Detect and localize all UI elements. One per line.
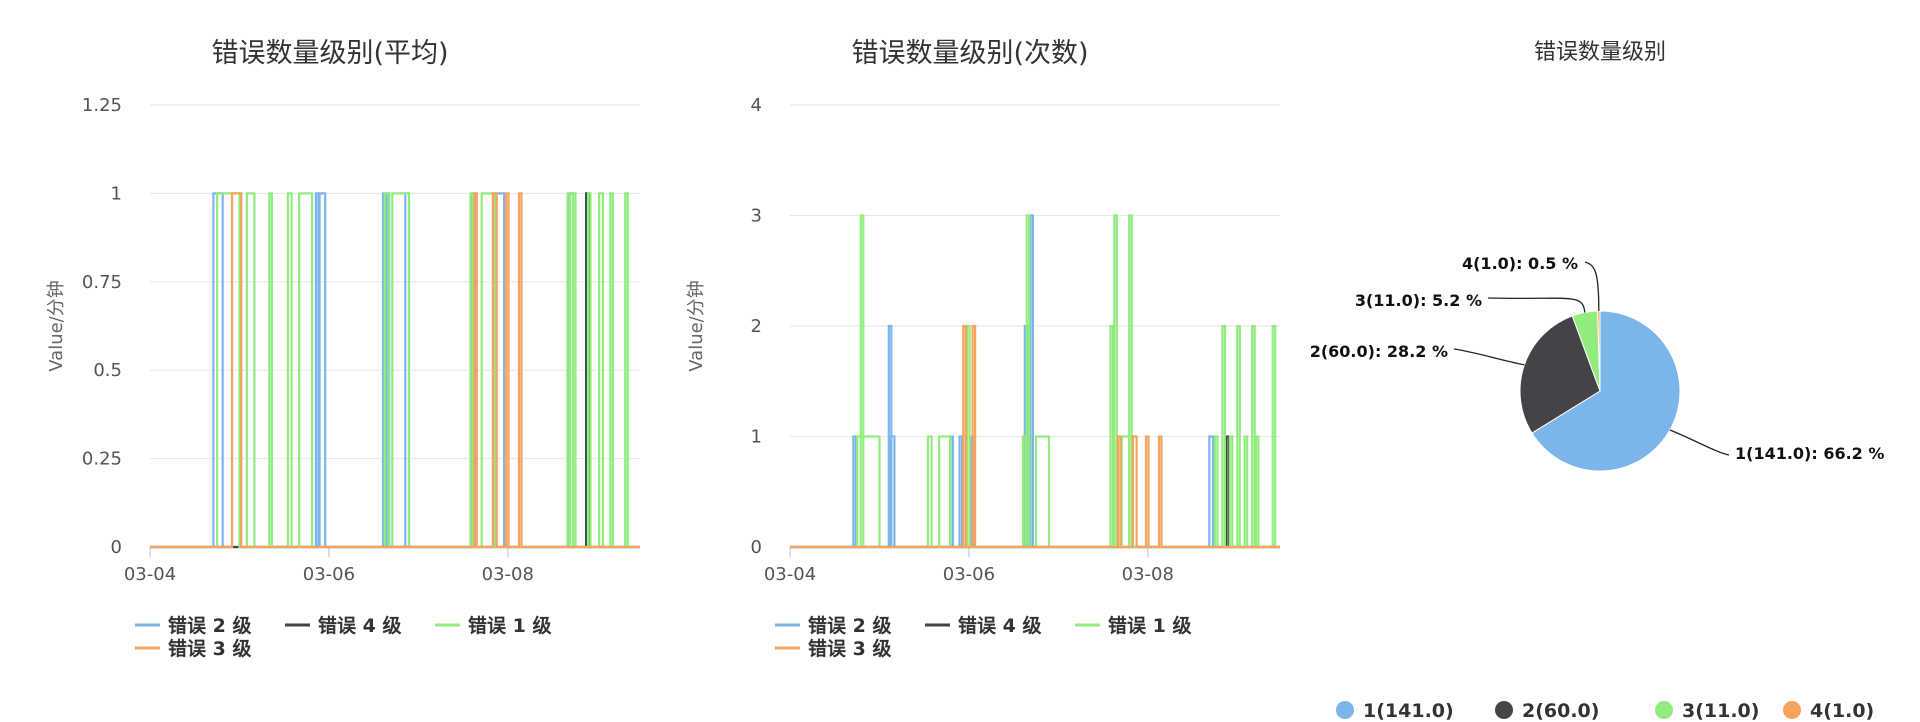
pie-slice-1[interactable] <box>1531 310 1681 472</box>
pie-legend-item-3[interactable]: 3(11.0) <box>1655 700 1759 722</box>
series-line-level3 <box>150 192 640 549</box>
y-tick-label: 0 <box>751 537 762 558</box>
legend-label: 错误 4 级 <box>318 614 401 637</box>
avg-chart-panel: 错误数量级别(平均) 0 0.25 0.5 0.75 1 1.25 Value/分钟 03-04… <box>0 0 640 722</box>
pie-legend-item-1[interactable]: 1(141.0) <box>1336 700 1454 722</box>
series-line-level1 <box>790 214 1280 549</box>
legend-item-level1[interactable]: 错误 1 级 <box>435 614 551 637</box>
y-tick-label: 1 <box>751 427 762 448</box>
series-line-level2 <box>790 214 1280 549</box>
y-axis-label: Value/分钟 <box>46 280 67 372</box>
legend-label: 4(1.0) <box>1810 700 1874 722</box>
x-tick-label: 03-06 <box>943 564 995 585</box>
pie-connector-line <box>1453 348 1525 366</box>
y-tick-label: 3 <box>751 206 762 227</box>
legend-item-level1[interactable]: 错误 1 级 <box>1075 614 1191 637</box>
legend-label: 错误 1 级 <box>468 614 551 637</box>
y-tick-label: 2 <box>751 316 762 337</box>
x-tick-label: 03-06 <box>303 564 355 585</box>
count-chart-panel: 错误数量级别(次数) 0 1 2 3 4 Value/分钟 03-04 03-06 03-08 错误… <box>640 0 1280 722</box>
legend-label: 错误 4 级 <box>958 614 1041 637</box>
series-avg-level1 <box>150 192 640 549</box>
pie-legend-item-4[interactable]: 4(1.0) <box>1783 700 1874 722</box>
pie-data-label-3: 3(11.0): 5.2 % <box>1355 291 1482 310</box>
avg-chart-svg: 错误数量级别(平均) 0 0.25 0.5 0.75 1 1.25 Value/分钟 03-04… <box>46 38 640 660</box>
y-tick-label: 1.25 <box>82 95 122 116</box>
legend-item-level4[interactable]: 错误 4 级 <box>285 614 401 637</box>
x-tick-label: 03-08 <box>1122 564 1174 585</box>
legend-item-level2[interactable]: 错误 2 级 <box>135 614 251 637</box>
legend-symbol <box>1783 701 1801 719</box>
legend-label: 错误 2 级 <box>168 614 251 637</box>
series-cnt-level3 <box>790 324 1280 549</box>
chart-title: 错误数量级别(平均) <box>211 38 448 69</box>
legend-label: 错误 1 级 <box>1108 614 1191 637</box>
legend-label: 错误 2 级 <box>808 614 891 637</box>
legend-item-level3[interactable]: 错误 3 级 <box>775 637 891 660</box>
y-tick-label: 0.75 <box>82 272 122 293</box>
x-tick-label: 03-04 <box>124 564 176 585</box>
y-tick-label: 4 <box>751 95 762 116</box>
legend-item-level3[interactable]: 错误 3 级 <box>135 637 251 660</box>
legend-label: 1(141.0) <box>1363 700 1454 722</box>
x-tick-label: 03-08 <box>482 564 534 585</box>
series-line-level3 <box>790 324 1280 549</box>
legend-label: 错误 3 级 <box>808 637 891 660</box>
legend-item-level2[interactable]: 错误 2 级 <box>775 614 891 637</box>
pie-slice-2[interactable] <box>1519 315 1601 434</box>
legend-label: 3(11.0) <box>1682 700 1759 722</box>
pie-connector-line <box>1584 261 1600 312</box>
y-tick-label: 0.5 <box>93 360 122 381</box>
legend-symbol <box>1655 701 1673 719</box>
pie-connector-line <box>1669 429 1730 456</box>
pie-connector-line <box>1487 297 1586 313</box>
legend-label: 错误 3 级 <box>168 637 251 660</box>
pie-data-label-1: 1(141.0): 66.2 % <box>1735 444 1884 463</box>
pie-chart-svg: 错误数量级别 1(141.0): 66.2 % 2(60.0): 28.2 % 3(1… <box>1310 40 1885 722</box>
legend-label: 2(60.0) <box>1522 700 1599 722</box>
y-tick-label: 0 <box>111 537 122 558</box>
pie-data-label-2: 2(60.0): 28.2 % <box>1310 342 1448 361</box>
series-avg-level3 <box>150 192 640 549</box>
series-cnt-level2 <box>790 214 1280 549</box>
legend-symbol <box>1495 701 1513 719</box>
y-axis-label: Value/分钟 <box>686 280 707 372</box>
pie-data-label-4: 4(1.0): 0.5 % <box>1462 254 1578 273</box>
chart-title: 错误数量级别(次数) <box>851 38 1088 69</box>
chart-title: 错误数量级别 <box>1534 40 1666 65</box>
pie-slice-4[interactable] <box>1597 310 1601 392</box>
legend-symbol <box>1336 701 1354 719</box>
y-tick-label: 1 <box>111 183 122 204</box>
legend-item-level4[interactable]: 错误 4 级 <box>925 614 1041 637</box>
pie-legend-item-2[interactable]: 2(60.0) <box>1495 700 1599 722</box>
count-chart-svg: 错误数量级别(次数) 0 1 2 3 4 Value/分钟 03-04 03-06 03-08 错误… <box>686 38 1280 660</box>
pie-chart-panel: 错误数量级别 1(141.0): 66.2 % 2(60.0): 28.2 % 3(1… <box>1280 0 1920 722</box>
series-cnt-level1 <box>790 214 1280 549</box>
x-tick-label: 03-04 <box>764 564 816 585</box>
y-tick-label: 0.25 <box>82 449 122 470</box>
series-line-level1 <box>150 192 640 549</box>
